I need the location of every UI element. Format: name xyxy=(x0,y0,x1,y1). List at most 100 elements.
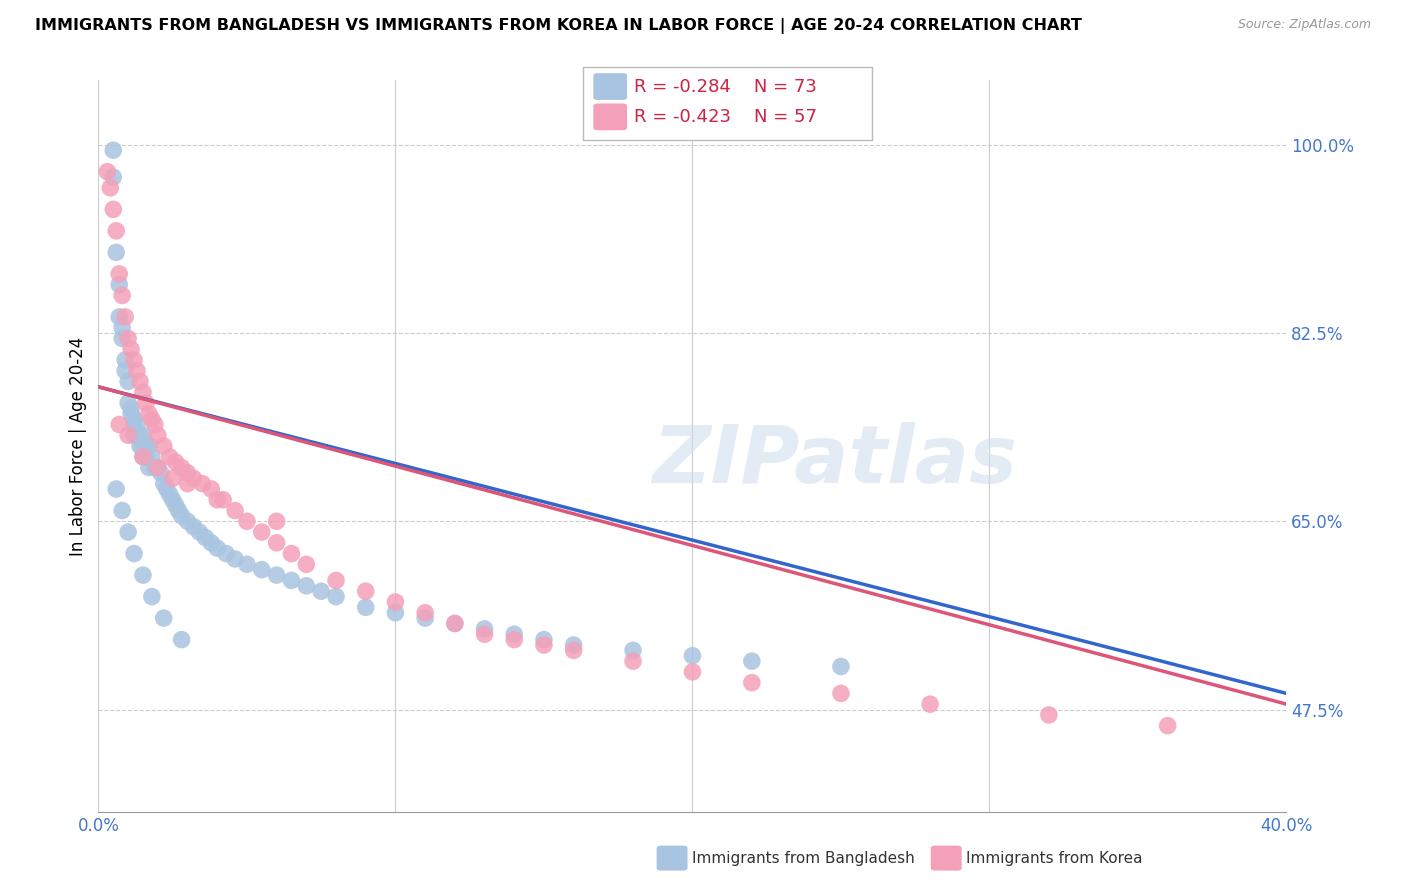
Point xyxy=(129,428,152,442)
Point xyxy=(105,482,128,496)
Point xyxy=(105,245,128,260)
Point xyxy=(266,536,288,550)
Point xyxy=(141,412,163,426)
Point xyxy=(621,643,644,657)
Point xyxy=(129,439,152,453)
Point xyxy=(162,492,184,507)
Point xyxy=(146,460,169,475)
Point xyxy=(117,331,139,345)
Point xyxy=(920,697,942,711)
Point xyxy=(170,460,193,475)
Point xyxy=(132,439,155,453)
Point xyxy=(309,584,332,599)
Text: Immigrants from Korea: Immigrants from Korea xyxy=(966,851,1143,865)
Point xyxy=(533,632,555,647)
Point xyxy=(117,428,139,442)
Point xyxy=(132,568,155,582)
Text: ZIPatlas: ZIPatlas xyxy=(652,422,1018,500)
Point xyxy=(143,460,166,475)
Point xyxy=(159,450,181,464)
Point xyxy=(132,450,155,464)
Point xyxy=(170,508,193,523)
Point xyxy=(830,659,852,673)
Point xyxy=(141,450,163,464)
Point xyxy=(682,648,704,663)
Point xyxy=(120,401,142,416)
Point xyxy=(125,417,148,432)
Text: IMMIGRANTS FROM BANGLADESH VS IMMIGRANTS FROM KOREA IN LABOR FORCE | AGE 20-24 C: IMMIGRANTS FROM BANGLADESH VS IMMIGRANTS… xyxy=(35,18,1083,34)
Point xyxy=(138,460,160,475)
Point xyxy=(152,476,174,491)
Point xyxy=(207,492,229,507)
Point xyxy=(194,530,217,544)
Point xyxy=(183,471,205,485)
Point xyxy=(135,396,157,410)
Point xyxy=(111,288,134,302)
Point xyxy=(224,552,246,566)
Point xyxy=(443,616,465,631)
Point xyxy=(176,476,198,491)
Point xyxy=(132,385,155,400)
Point xyxy=(236,514,259,528)
Point xyxy=(132,428,155,442)
Point xyxy=(122,353,145,368)
Point xyxy=(98,181,121,195)
Point xyxy=(1038,707,1060,722)
Point xyxy=(224,503,246,517)
Point xyxy=(129,375,152,389)
Text: Source: ZipAtlas.com: Source: ZipAtlas.com xyxy=(1237,18,1371,31)
Point xyxy=(120,342,142,356)
Point xyxy=(108,417,131,432)
Point xyxy=(138,439,160,453)
Point xyxy=(143,417,166,432)
Point xyxy=(122,428,145,442)
Point xyxy=(236,558,259,572)
Text: Immigrants from Bangladesh: Immigrants from Bangladesh xyxy=(692,851,914,865)
Point xyxy=(200,536,222,550)
Point xyxy=(114,353,136,368)
Point xyxy=(503,632,526,647)
Point xyxy=(280,547,302,561)
Point xyxy=(176,466,198,480)
Point xyxy=(413,606,436,620)
Point xyxy=(266,568,288,582)
Point xyxy=(741,675,763,690)
Point xyxy=(176,514,198,528)
Point xyxy=(96,165,118,179)
Point xyxy=(152,439,174,453)
Point xyxy=(165,498,187,512)
Point xyxy=(167,503,190,517)
Point xyxy=(562,643,585,657)
Text: R = -0.423    N = 57: R = -0.423 N = 57 xyxy=(634,108,817,126)
Point xyxy=(125,428,148,442)
Point xyxy=(295,558,318,572)
Point xyxy=(138,407,160,421)
Point xyxy=(384,606,406,620)
Point xyxy=(188,524,211,539)
Point xyxy=(250,524,273,539)
Y-axis label: In Labor Force | Age 20-24: In Labor Force | Age 20-24 xyxy=(69,336,87,556)
Point xyxy=(474,622,496,636)
Point xyxy=(156,482,179,496)
Point xyxy=(443,616,465,631)
Point xyxy=(120,407,142,421)
Point xyxy=(325,590,347,604)
Point xyxy=(1156,719,1178,733)
Point xyxy=(114,364,136,378)
Point xyxy=(200,482,222,496)
Point xyxy=(266,514,288,528)
Point xyxy=(122,417,145,432)
Point xyxy=(146,428,169,442)
Point xyxy=(122,547,145,561)
Point xyxy=(117,396,139,410)
Point xyxy=(280,574,302,588)
Point xyxy=(207,541,229,556)
Point xyxy=(135,439,157,453)
Point xyxy=(105,224,128,238)
Point xyxy=(354,600,377,615)
Text: R = -0.284    N = 73: R = -0.284 N = 73 xyxy=(634,78,817,95)
Point xyxy=(152,611,174,625)
Point xyxy=(108,277,131,292)
Point xyxy=(384,595,406,609)
Point xyxy=(621,654,644,668)
